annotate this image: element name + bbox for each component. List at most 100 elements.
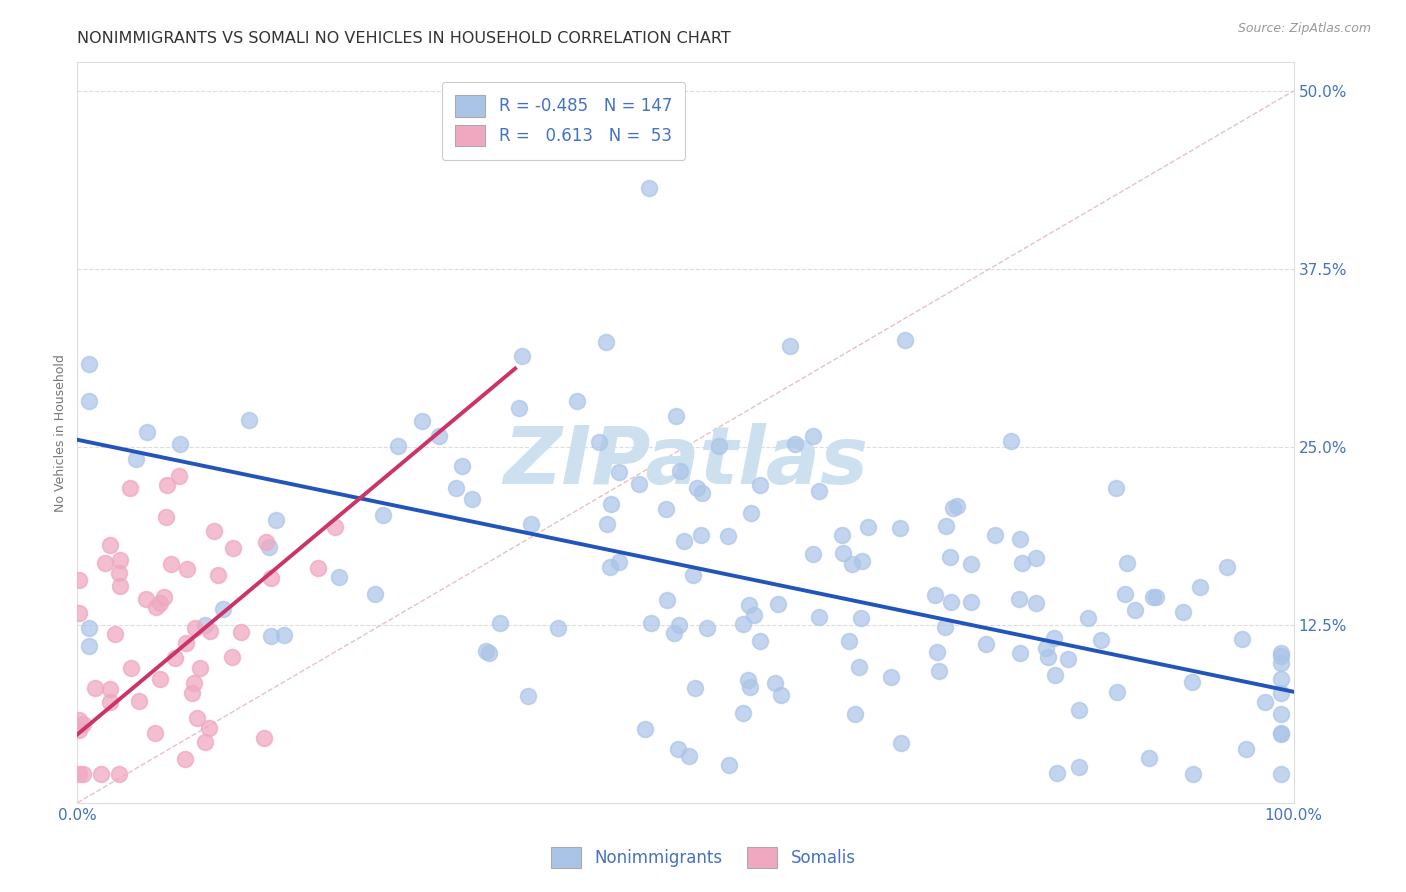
Point xyxy=(1270,686,1292,700)
Point xyxy=(974,637,997,651)
Point xyxy=(1270,706,1292,721)
Point xyxy=(690,486,713,500)
Point xyxy=(547,621,569,635)
Point xyxy=(934,620,956,634)
Point xyxy=(928,664,950,678)
Point xyxy=(716,529,738,543)
Point xyxy=(1270,727,1292,741)
Point xyxy=(889,521,911,535)
Point xyxy=(194,618,217,632)
Point xyxy=(849,610,872,624)
Point xyxy=(607,555,630,569)
Point xyxy=(1270,646,1292,660)
Point xyxy=(1171,605,1194,619)
Point xyxy=(67,606,90,620)
Point xyxy=(104,627,127,641)
Point xyxy=(143,726,166,740)
Point xyxy=(79,639,101,653)
Point xyxy=(108,553,131,567)
Point xyxy=(1114,587,1136,601)
Point xyxy=(1230,632,1253,646)
Point xyxy=(156,478,179,492)
Point xyxy=(738,680,761,694)
Point xyxy=(444,482,467,496)
Point xyxy=(1215,559,1237,574)
Point xyxy=(478,646,501,660)
Point xyxy=(783,437,806,451)
Point xyxy=(72,767,94,781)
Point xyxy=(831,528,853,542)
Point xyxy=(831,546,853,560)
Point xyxy=(709,438,731,452)
Point xyxy=(768,597,790,611)
Point xyxy=(744,607,766,622)
Point xyxy=(108,566,131,580)
Point xyxy=(125,451,148,466)
Point xyxy=(510,349,533,363)
Point xyxy=(1035,641,1057,656)
Point xyxy=(387,439,409,453)
Point xyxy=(1008,532,1031,546)
Point xyxy=(655,501,678,516)
Point xyxy=(108,767,131,781)
Point xyxy=(1025,596,1047,610)
Point xyxy=(1069,703,1091,717)
Point xyxy=(520,517,543,532)
Point xyxy=(717,758,740,772)
Point xyxy=(942,501,965,516)
Point xyxy=(838,633,860,648)
Point xyxy=(149,672,172,686)
Point xyxy=(633,723,655,737)
Point xyxy=(328,570,350,584)
Point xyxy=(221,649,243,664)
Point xyxy=(371,508,394,523)
Point xyxy=(184,622,207,636)
Point xyxy=(893,333,915,347)
Point xyxy=(1105,685,1128,699)
Point xyxy=(880,670,903,684)
Point xyxy=(738,599,761,613)
Point xyxy=(733,706,755,720)
Point xyxy=(731,617,754,632)
Point xyxy=(1043,631,1066,645)
Point xyxy=(79,357,101,371)
Text: NONIMMIGRANTS VS SOMALI NO VEHICLES IN HOUSEHOLD CORRELATION CHART: NONIMMIGRANTS VS SOMALI NO VEHICLES IN H… xyxy=(77,31,731,46)
Point xyxy=(588,435,610,450)
Point xyxy=(79,393,101,408)
Point xyxy=(924,588,946,602)
Point xyxy=(689,528,711,542)
Point xyxy=(890,736,912,750)
Point xyxy=(148,596,170,610)
Point xyxy=(200,624,222,638)
Point xyxy=(1105,481,1128,495)
Point xyxy=(1043,668,1066,682)
Point xyxy=(801,429,824,443)
Point xyxy=(1056,652,1078,666)
Point xyxy=(1270,672,1292,686)
Point xyxy=(427,428,450,442)
Point xyxy=(748,634,770,648)
Point xyxy=(683,681,706,695)
Point xyxy=(167,469,190,483)
Point xyxy=(960,595,983,609)
Point xyxy=(159,557,181,571)
Point xyxy=(1270,657,1292,671)
Point xyxy=(801,547,824,561)
Point xyxy=(273,628,295,642)
Point xyxy=(686,481,709,495)
Point xyxy=(807,484,830,499)
Point xyxy=(98,538,121,552)
Point xyxy=(808,610,831,624)
Point xyxy=(770,688,793,702)
Point xyxy=(678,748,700,763)
Point xyxy=(174,636,197,650)
Point xyxy=(662,626,685,640)
Point xyxy=(260,629,283,643)
Point xyxy=(1139,751,1161,765)
Point xyxy=(939,595,962,609)
Point xyxy=(607,465,630,479)
Point xyxy=(595,517,617,532)
Point xyxy=(212,602,235,616)
Point xyxy=(253,731,276,745)
Point xyxy=(1077,610,1099,624)
